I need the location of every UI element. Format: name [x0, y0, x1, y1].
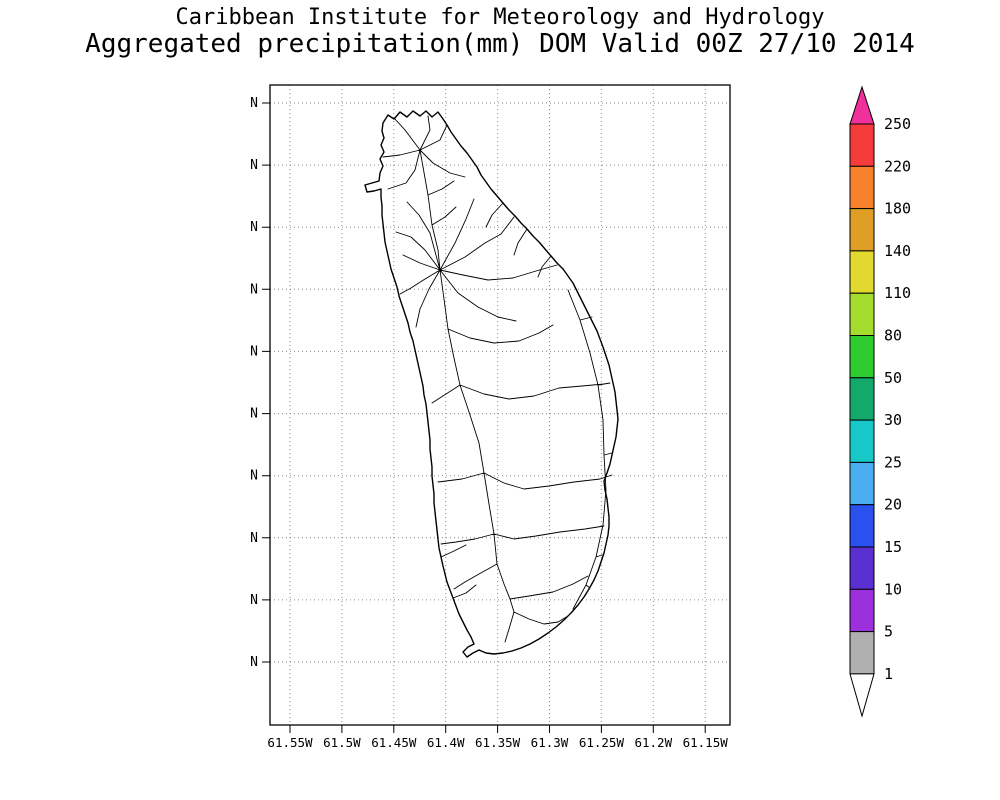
- colorbar-band: [849, 588, 875, 633]
- colorbar-label: 80: [884, 327, 902, 345]
- lat-label: 15.3N: [250, 531, 258, 546]
- lon-label: 61.45W: [371, 735, 417, 750]
- colorbar-band: [849, 546, 875, 590]
- figure-title-line1: Caribbean Institute for Meteorology and …: [175, 5, 825, 30]
- colorbar-label: 110: [884, 284, 911, 302]
- colorbar-label: 180: [884, 200, 911, 218]
- lon-label: 61.5W: [323, 735, 361, 750]
- lon-label: 61.35W: [475, 735, 521, 750]
- colorbar-band: [849, 165, 875, 210]
- lon-label: 61.4W: [427, 735, 465, 750]
- dominica-map: [364, 110, 619, 658]
- axis-ticks: [262, 102, 706, 733]
- colorbar-label: 10: [884, 580, 902, 598]
- colorbar-band: [849, 419, 875, 463]
- colorbar: 250 220 180 140 110 80 50 30 25 20 15 10…: [849, 85, 911, 718]
- lon-label: 61.3W: [531, 735, 569, 750]
- colorbar-label: 20: [884, 496, 902, 514]
- colorbar-arrow-top: [849, 85, 875, 125]
- colorbar-band: [849, 461, 875, 506]
- colorbar-label: 25: [884, 453, 902, 471]
- colorbar-band: [849, 504, 875, 548]
- gridlines: [270, 85, 730, 725]
- lat-label: 15.2N: [250, 655, 258, 670]
- lat-label: 15.55N: [250, 220, 258, 235]
- colorbar-band: [849, 250, 875, 294]
- colorbar-label: 1: [884, 665, 893, 683]
- lat-label: 15.4N: [250, 407, 258, 422]
- lat-label: 15.35N: [250, 469, 258, 484]
- plot-frame: [269, 84, 731, 726]
- lon-label: 61.15W: [683, 735, 729, 750]
- lat-label: 15.45N: [250, 344, 258, 359]
- colorbar-band: [849, 377, 875, 421]
- dominica-coastline: [364, 110, 619, 658]
- colorbar-label: 140: [884, 242, 911, 260]
- colorbar-band: [849, 208, 875, 252]
- colorbar-label: 250: [884, 115, 911, 133]
- watershed-boundaries: [382, 115, 613, 643]
- map-plot: 15.65N 15.6N 15.55N 15.5N 15.45N 15.4N 1…: [250, 84, 731, 750]
- lat-label: 15.25N: [250, 593, 258, 608]
- lon-label: 61.55W: [267, 735, 313, 750]
- colorbar-label: 30: [884, 411, 902, 429]
- colorbar-band: [849, 292, 875, 336]
- figure-title-line2: Aggregated precipitation(mm) DOM Valid 0…: [85, 29, 915, 59]
- colorbar-label: 220: [884, 157, 911, 175]
- colorbar-label: 15: [884, 538, 902, 556]
- colorbar-label: 5: [884, 623, 893, 641]
- colorbar-band: [849, 335, 875, 379]
- colorbar-band: [849, 123, 875, 167]
- colorbar-band: [849, 631, 875, 675]
- lat-label: 15.65N: [250, 96, 258, 111]
- lon-label: 61.25W: [579, 735, 625, 750]
- colorbar-label: 50: [884, 369, 902, 387]
- lat-label: 15.5N: [250, 282, 258, 297]
- lat-label: 15.6N: [250, 158, 258, 173]
- colorbar-arrow-bottom: [849, 673, 875, 718]
- lon-label: 61.2W: [634, 735, 672, 750]
